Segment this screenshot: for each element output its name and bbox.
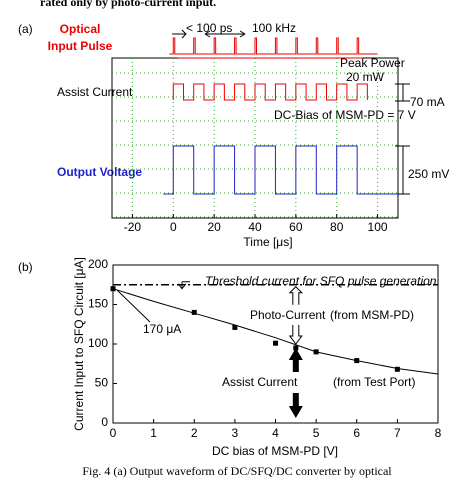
caption: Fig. 4 (a) Output waveform of DC/SFQ/DC … [82, 464, 392, 478]
x-tick-label: 3 [232, 426, 239, 440]
x-tick-label: 5 [313, 426, 320, 440]
annotation: Photo-Current [250, 308, 326, 322]
y-tick-label: 200 [88, 257, 108, 271]
line [112, 288, 439, 375]
x-axis-label: Time [μs] [243, 235, 292, 249]
scale-bars [172, 29, 410, 195]
x-tick-label: 0 [110, 426, 117, 440]
solid-arrow [288, 348, 303, 372]
marker [273, 340, 278, 346]
x-tick-label: 2 [191, 426, 198, 440]
x-tick-label: 40 [248, 220, 262, 234]
y-tick-label: 0 [101, 415, 108, 429]
annotation: (from MSM-PD) [330, 308, 414, 322]
annotation: (from Test Port) [333, 375, 415, 389]
y-tick-label: 150 [88, 297, 108, 311]
label: DC-Bias of MSM-PD = 7 V [274, 108, 416, 122]
x-axis-label: DC bias of MSM-PD [V] [212, 444, 338, 458]
hollow-arrow [288, 286, 304, 305]
threshold-label: Threshold current for SFQ pulse generati… [205, 274, 437, 288]
marker [293, 345, 299, 351]
x-tick-label: 20 [207, 220, 221, 234]
marker [232, 324, 238, 330]
hollow-arrow [288, 325, 303, 345]
x-tick-label: 6 [353, 426, 360, 440]
label: Output Voltage [57, 165, 142, 179]
marker [354, 358, 360, 364]
solid-arrow [288, 393, 303, 418]
x-tick-label: 80 [330, 220, 344, 234]
x-tick-label: 100 [368, 220, 388, 234]
label: Peak Power [340, 56, 405, 70]
label: Assist Current [57, 85, 133, 99]
optical-pulse [169, 37, 378, 55]
annotation: Assist Current [222, 375, 298, 389]
label: Optical [60, 22, 101, 36]
x-tick-label: 60 [289, 220, 303, 234]
x-tick-label: 4 [272, 426, 279, 440]
y-tick-label: 100 [88, 336, 108, 350]
panel-label: (b) [18, 260, 33, 274]
y-axis-label: Current Input to SFQ Circuit [μA] [72, 257, 86, 431]
annotation: 170 μA [143, 322, 181, 336]
pointer [116, 289, 151, 323]
x-tick-label: 8 [435, 426, 442, 440]
y-tick-label: 50 [95, 376, 109, 390]
x-tick-label: -20 [124, 220, 142, 234]
marker [110, 286, 116, 292]
label: < 100 ps [186, 21, 232, 35]
x-tick-label: 7 [394, 426, 401, 440]
label: Input Pulse [48, 39, 113, 53]
x-tick-label: 0 [170, 220, 177, 234]
header-text: rated only by photo-current input. [40, 0, 216, 9]
assist-current-wave [172, 83, 368, 101]
marker [394, 366, 400, 372]
panel-label: (a) [18, 22, 33, 36]
arrow [177, 281, 190, 290]
x-tick-label: 1 [150, 426, 157, 440]
label: 70 mA [410, 95, 445, 109]
label: 20 mW [346, 70, 385, 84]
marker [313, 349, 319, 355]
output-voltage-wave [163, 145, 398, 195]
label: 250 mV [408, 167, 449, 181]
label: 100 kHz [252, 21, 296, 35]
marker [191, 309, 197, 315]
